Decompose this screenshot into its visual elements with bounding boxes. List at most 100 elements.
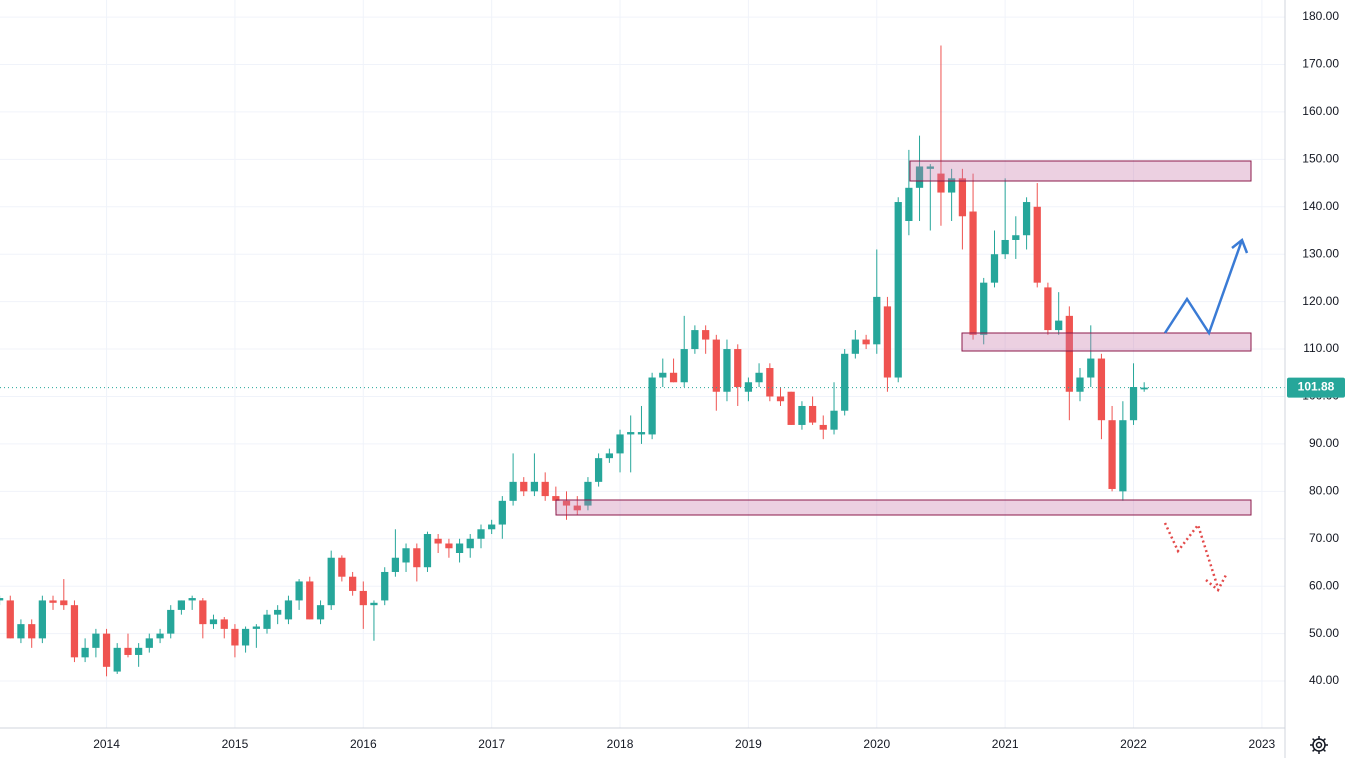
candle-body [680, 349, 688, 383]
candle-body [0, 598, 4, 601]
bearish-path [1163, 522, 1220, 589]
candle-body [776, 396, 785, 402]
candle-body [980, 282, 988, 335]
candle-body [702, 330, 710, 340]
candle-body [616, 434, 624, 454]
x-tick-label: 2023 [1249, 737, 1276, 751]
candle-body [381, 571, 389, 601]
candle-body [1119, 420, 1127, 492]
candle-body [188, 598, 196, 601]
y-tick-label: 70.00 [1309, 531, 1339, 545]
candle-body [6, 600, 14, 639]
candle-body [434, 538, 442, 544]
y-tick-label: 140.00 [1302, 199, 1339, 213]
candle-body [1065, 315, 1073, 392]
arrow-head [1205, 574, 1228, 592]
support-zone [961, 332, 1252, 352]
candle-body [1108, 420, 1116, 489]
candle-body [915, 166, 924, 188]
candle-body [584, 481, 592, 506]
candle-body [466, 538, 474, 549]
candle-body [455, 543, 464, 553]
arrow-head [1231, 237, 1249, 254]
candle-body [274, 609, 282, 615]
candle-body [1012, 235, 1020, 240]
candle-body [263, 614, 271, 629]
y-tick-label: 160.00 [1302, 104, 1339, 118]
candle-body [156, 633, 164, 639]
candle-body [552, 496, 560, 501]
candle-body [284, 600, 293, 620]
candle-body [808, 405, 817, 423]
candle-body [594, 458, 603, 482]
resistance-zone [909, 160, 1252, 182]
candle-body [1001, 239, 1009, 255]
x-tick-label: 2018 [607, 737, 634, 751]
y-tick-label: 170.00 [1302, 57, 1339, 71]
last-price-tag [1287, 377, 1345, 398]
candle-body [766, 368, 774, 397]
y-tick-label: 60.00 [1309, 578, 1339, 592]
candle-body [413, 548, 421, 568]
candle-body [1033, 206, 1041, 283]
y-tick-label: 80.00 [1309, 484, 1339, 498]
candle-body [509, 481, 517, 501]
gear-hub[interactable] [1315, 741, 1323, 749]
candle-body [969, 211, 977, 335]
candle-body [477, 529, 485, 539]
candle-body [370, 602, 378, 606]
candle-body [787, 391, 795, 425]
candle-body [712, 339, 720, 392]
x-tick-label: 2016 [350, 737, 377, 751]
candle-body [605, 453, 614, 459]
x-tick-label: 2015 [222, 737, 249, 751]
candle-body [145, 638, 153, 648]
axes: 40.0050.0060.0070.0080.0090.00100.00110.… [93, 9, 1345, 751]
candle-body [17, 624, 25, 639]
gear[interactable] [1312, 738, 1326, 752]
x-tick-label: 2021 [992, 737, 1019, 751]
x-tick-label: 2019 [735, 737, 762, 751]
gear-teeth[interactable] [1310, 736, 1328, 754]
candle-body [841, 353, 849, 411]
x-tick-label: 2022 [1120, 737, 1147, 751]
candle-body [637, 432, 646, 435]
candle-body [669, 372, 678, 383]
candle-body [830, 410, 838, 430]
candle-body [627, 432, 635, 435]
x-tick-label: 2017 [478, 737, 505, 751]
bullish-path [1163, 239, 1244, 336]
candle-body [177, 600, 186, 610]
candle-body [894, 202, 902, 378]
candle-body [349, 576, 357, 591]
candle-body [1055, 320, 1063, 331]
y-tick-label: 110.00 [1303, 341, 1339, 355]
candle-body [241, 628, 250, 646]
candle-body [199, 600, 207, 625]
y-tick-label: 40.00 [1309, 673, 1339, 687]
candle-body [49, 600, 57, 603]
grid [0, 0, 1285, 728]
candle-body [423, 534, 432, 568]
candle-body [926, 166, 934, 169]
candle-body [958, 178, 967, 217]
candle-body [541, 481, 549, 497]
candle-body [167, 609, 175, 634]
candle-body [990, 254, 999, 283]
y-tick-label: 130.00 [1302, 246, 1339, 260]
candle-body [873, 296, 881, 345]
candle-body [402, 548, 410, 563]
candle-body [445, 543, 453, 549]
candle-body [359, 590, 367, 606]
y-tick-label: 90.00 [1309, 436, 1339, 450]
candle-body [391, 557, 400, 572]
candle-body [252, 626, 260, 629]
y-tick-label: 120.00 [1302, 294, 1339, 308]
candle-body [648, 377, 656, 435]
candle-body [1076, 377, 1084, 392]
x-tick-label: 2014 [93, 737, 120, 751]
settings-icon[interactable] [1310, 736, 1328, 754]
candle-body [1044, 287, 1052, 331]
candle-body [135, 647, 143, 655]
